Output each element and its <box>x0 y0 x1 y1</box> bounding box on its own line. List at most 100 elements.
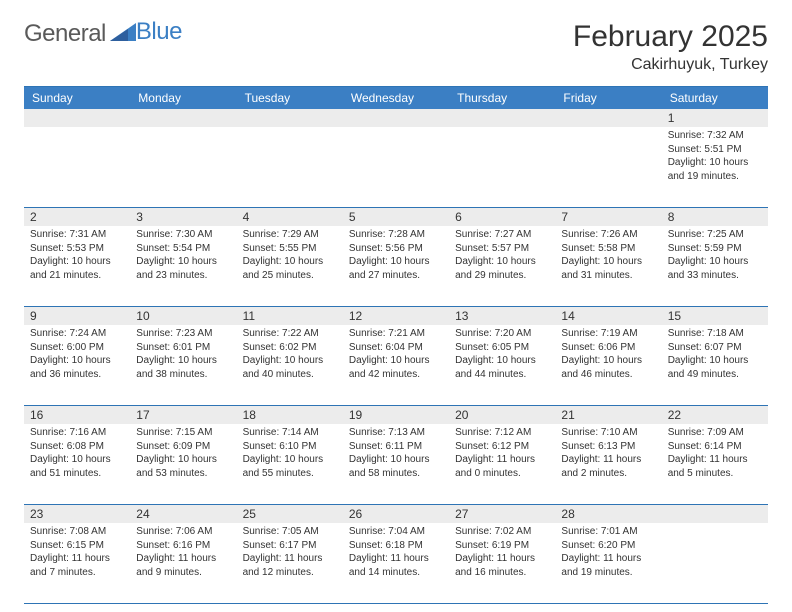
week-row: Sunrise: 7:08 AMSunset: 6:15 PM Daylight:… <box>24 523 768 604</box>
sunrise-text: Sunrise: 7:26 AM <box>561 228 655 242</box>
day-cell: Sunrise: 7:24 AMSunset: 6:00 PMDaylight:… <box>24 325 130 405</box>
sunrise-text: Sunrise: 7:27 AM <box>455 228 549 242</box>
daylight-text: and 21 minutes. <box>30 269 124 283</box>
daylight-text: and 7 minutes. <box>30 566 124 580</box>
sunset-text: Sunset: 5:51 PM <box>668 143 762 157</box>
sunset-text: Sunset: 6:08 PM <box>30 440 124 454</box>
daylight-text: Daylight: 10 hours <box>30 453 124 467</box>
day-cell: Sunrise: 7:22 AMSunset: 6:02 PMDaylight:… <box>237 325 343 405</box>
sunset-text: Sunset: 6:14 PM <box>668 440 762 454</box>
day-number <box>237 109 343 127</box>
day-cell: Sunrise: 7:29 AMSunset: 5:55 PMDaylight:… <box>237 226 343 306</box>
daylight-text: Daylight: 10 hours <box>136 255 230 269</box>
daylight-text: Daylight: 10 hours <box>349 354 443 368</box>
dayhead-thu: Thursday <box>449 87 555 109</box>
day-cell <box>343 127 449 207</box>
daylight-text: and 12 minutes. <box>243 566 337 580</box>
day-cell: Sunrise: 7:21 AMSunset: 6:04 PMDaylight:… <box>343 325 449 405</box>
sunset-text: Sunset: 5:57 PM <box>455 242 549 256</box>
sunset-text: Sunset: 6:12 PM <box>455 440 549 454</box>
daylight-text: and 19 minutes. <box>668 170 762 184</box>
day-cell: Sunrise: 7:31 AMSunset: 5:53 PMDaylight:… <box>24 226 130 306</box>
day-number: 17 <box>130 406 236 424</box>
week-row: Sunrise: 7:24 AMSunset: 6:00 PMDaylight:… <box>24 325 768 406</box>
location: Cakirhuyuk, Turkey <box>573 56 768 74</box>
daylight-text: Daylight: 10 hours <box>136 453 230 467</box>
daylight-text: Daylight: 10 hours <box>668 354 762 368</box>
daylight-text: and 38 minutes. <box>136 368 230 382</box>
sunset-text: Sunset: 5:55 PM <box>243 242 337 256</box>
sunrise-text: Sunrise: 7:12 AM <box>455 426 549 440</box>
sunrise-text: Sunrise: 7:04 AM <box>349 525 443 539</box>
day-number: 16 <box>24 406 130 424</box>
day-number <box>130 109 236 127</box>
daylight-text: and 36 minutes. <box>30 368 124 382</box>
logo-text-2: Blue <box>136 18 182 45</box>
day-number: 21 <box>555 406 661 424</box>
daylight-text: and 5 minutes. <box>668 467 762 481</box>
sunrise-text: Sunrise: 7:23 AM <box>136 327 230 341</box>
day-header-row: Sunday Monday Tuesday Wednesday Thursday… <box>24 87 768 109</box>
daylight-text: and 49 minutes. <box>668 368 762 382</box>
daylight-text: Daylight: 10 hours <box>243 354 337 368</box>
daylight-text: Daylight: 11 hours <box>243 552 337 566</box>
sunrise-text: Sunrise: 7:15 AM <box>136 426 230 440</box>
day-cell: Sunrise: 7:08 AMSunset: 6:15 PMDaylight:… <box>24 523 130 603</box>
daylight-text: and 46 minutes. <box>561 368 655 382</box>
sunrise-text: Sunrise: 7:21 AM <box>349 327 443 341</box>
day-number: 20 <box>449 406 555 424</box>
day-number: 24 <box>130 505 236 523</box>
daylight-text: and 19 minutes. <box>561 566 655 580</box>
sunrise-text: Sunrise: 7:31 AM <box>30 228 124 242</box>
sunset-text: Sunset: 6:06 PM <box>561 341 655 355</box>
day-number: 7 <box>555 208 661 226</box>
dayhead-sun: Sunday <box>24 87 130 109</box>
sunset-text: Sunset: 6:20 PM <box>561 539 655 553</box>
daylight-text: and 23 minutes. <box>136 269 230 283</box>
sunrise-text: Sunrise: 7:09 AM <box>668 426 762 440</box>
day-number: 11 <box>237 307 343 325</box>
daylight-text: Daylight: 11 hours <box>561 453 655 467</box>
sunset-text: Sunset: 6:02 PM <box>243 341 337 355</box>
sunrise-text: Sunrise: 7:32 AM <box>668 129 762 143</box>
sunset-text: Sunset: 6:13 PM <box>561 440 655 454</box>
sunrise-text: Sunrise: 7:02 AM <box>455 525 549 539</box>
dayhead-sat: Saturday <box>662 87 768 109</box>
sunrise-text: Sunrise: 7:29 AM <box>243 228 337 242</box>
daylight-text: and 0 minutes. <box>455 467 549 481</box>
day-number: 23 <box>24 505 130 523</box>
sunset-text: Sunset: 6:15 PM <box>30 539 124 553</box>
day-cell: Sunrise: 7:27 AMSunset: 5:57 PMDaylight:… <box>449 226 555 306</box>
daylight-text: and 53 minutes. <box>136 467 230 481</box>
day-number: 14 <box>555 307 661 325</box>
daylight-text: and 29 minutes. <box>455 269 549 283</box>
daylight-text: Daylight: 11 hours <box>455 453 549 467</box>
daylight-text: and 25 minutes. <box>243 269 337 283</box>
title-block: February 2025 Cakirhuyuk, Turkey <box>573 20 768 74</box>
daylight-text: and 33 minutes. <box>668 269 762 283</box>
daylight-text: and 14 minutes. <box>349 566 443 580</box>
daylight-text: Daylight: 10 hours <box>668 156 762 170</box>
daylight-text: Daylight: 11 hours <box>668 453 762 467</box>
sunset-text: Sunset: 5:53 PM <box>30 242 124 256</box>
dayhead-fri: Friday <box>555 87 661 109</box>
day-cell: Sunrise: 7:01 AMSunset: 6:20 PMDaylight:… <box>555 523 661 603</box>
sunset-text: Sunset: 6:11 PM <box>349 440 443 454</box>
month-title: February 2025 <box>573 20 768 54</box>
day-number: 12 <box>343 307 449 325</box>
daylight-text: and 9 minutes. <box>136 566 230 580</box>
day-number <box>343 109 449 127</box>
day-cell: Sunrise: 7:02 AMSunset: 6:19 PMDaylight:… <box>449 523 555 603</box>
daylight-text: Daylight: 10 hours <box>561 255 655 269</box>
daylight-text: Daylight: 10 hours <box>349 255 443 269</box>
daylight-text: Daylight: 10 hours <box>136 354 230 368</box>
daynum-row: 16171819202122 <box>24 406 768 424</box>
day-cell <box>237 127 343 207</box>
logo-text-1: General <box>24 20 106 48</box>
day-number: 15 <box>662 307 768 325</box>
day-cell: Sunrise: 7:32 AMSunset: 5:51 PMDaylight:… <box>662 127 768 207</box>
daynum-row: 2345678 <box>24 208 768 226</box>
day-cell: Sunrise: 7:16 AMSunset: 6:08 PMDaylight:… <box>24 424 130 504</box>
sunrise-text: Sunrise: 7:08 AM <box>30 525 124 539</box>
sunrise-text: Sunrise: 7:14 AM <box>243 426 337 440</box>
